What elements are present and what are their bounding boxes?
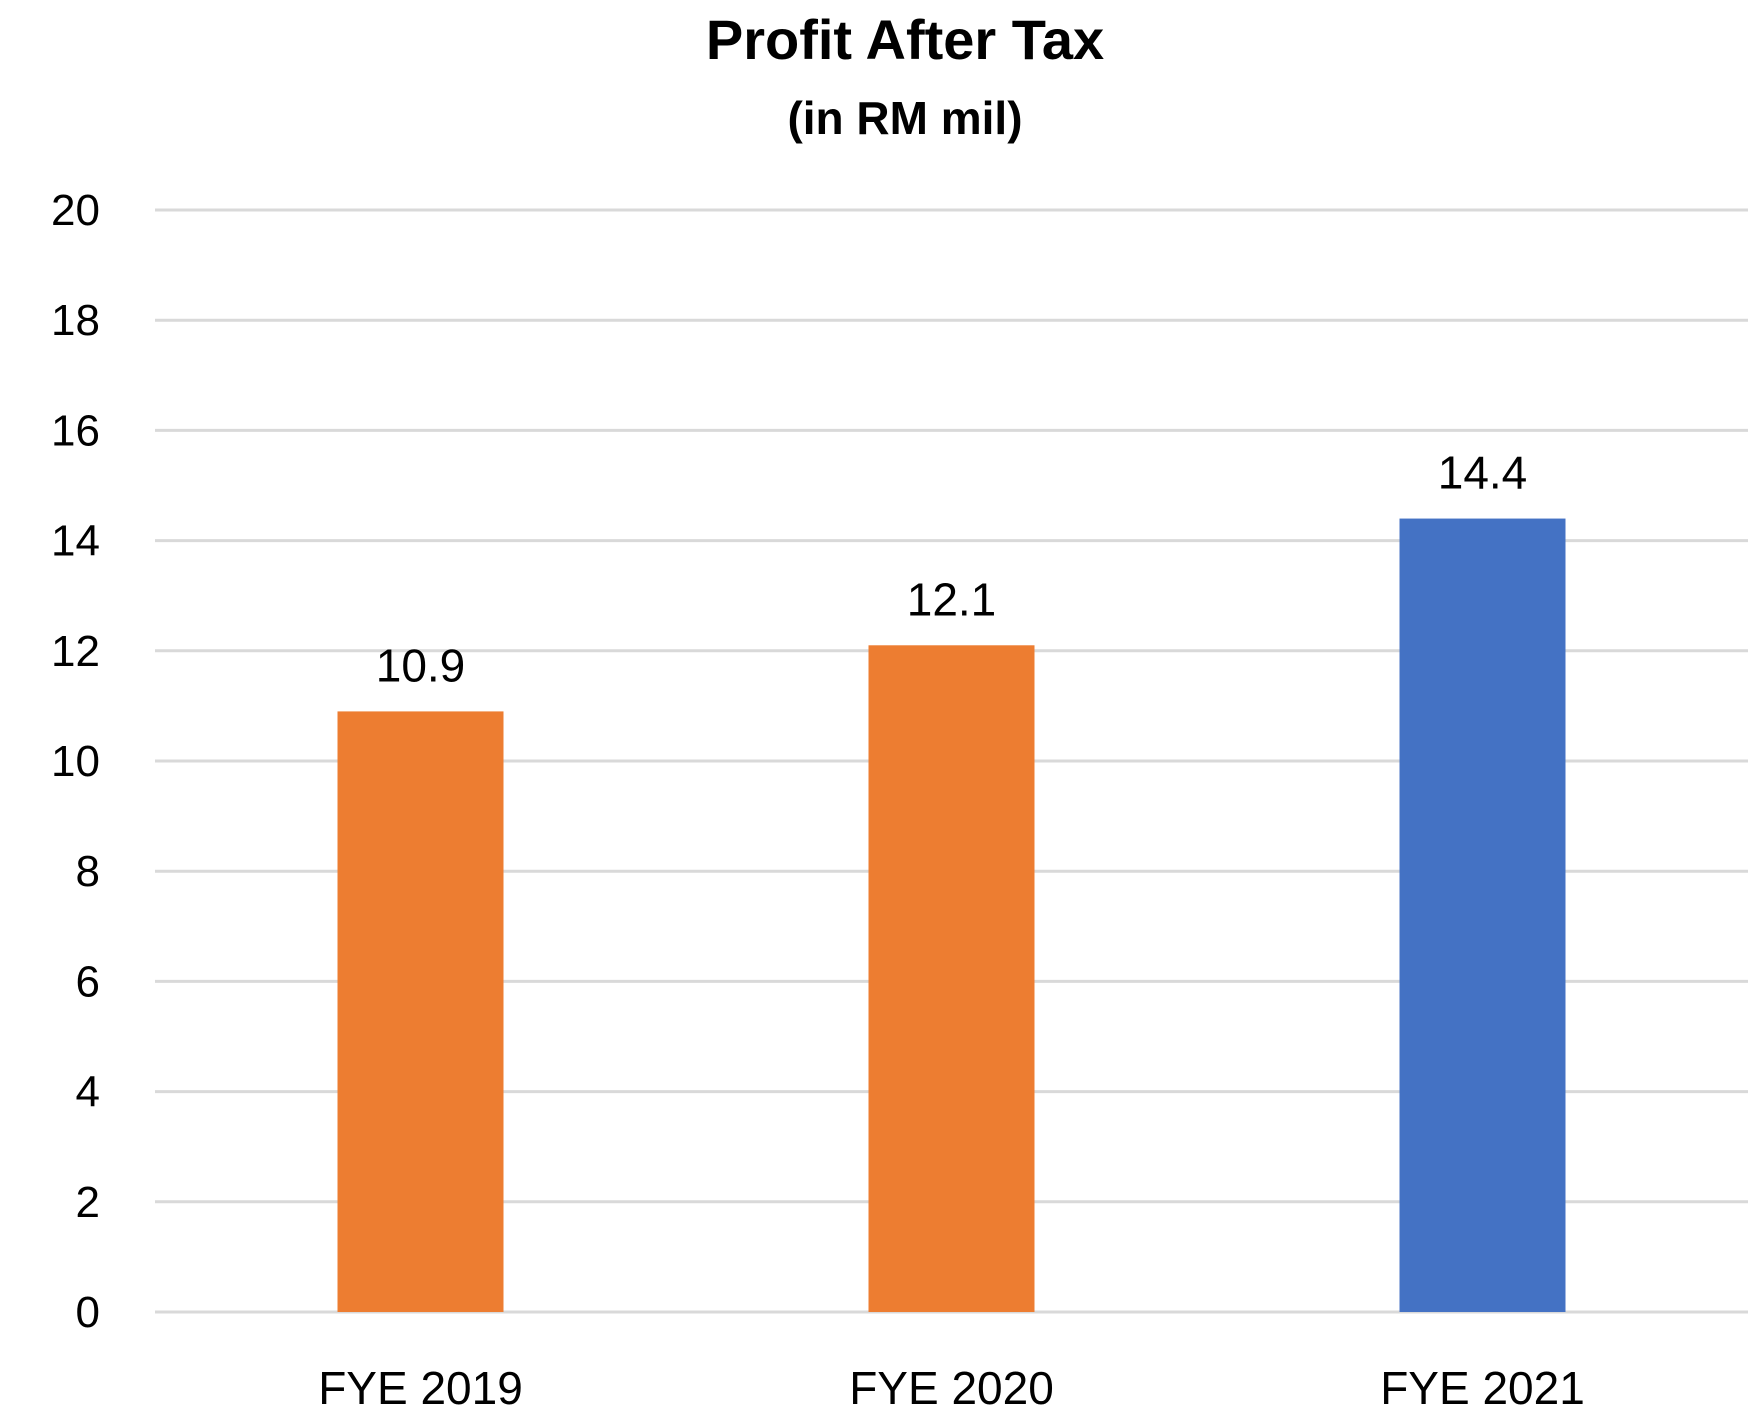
y-tick-label-10: 10 [51, 737, 100, 786]
chart-subtitle: (in RM mil) [787, 92, 1023, 144]
y-tick-label-16: 16 [51, 406, 100, 455]
y-tick-label-2: 2 [76, 1178, 100, 1227]
y-tick-label-4: 4 [76, 1068, 100, 1117]
x-axis-category-labels: FYE 2019 FYE 2020 FYE 2021 [318, 1362, 1585, 1414]
data-label-fye-2020: 12.1 [907, 573, 997, 625]
y-axis-tick-labels: 0 2 4 6 8 10 12 14 16 18 20 [51, 186, 100, 1337]
chart-title: Profit After Tax [705, 8, 1105, 71]
data-label-fye-2021: 14.4 [1438, 447, 1528, 499]
bars [337, 518, 1566, 1312]
data-labels: 10.9 12.1 14.4 [376, 447, 1528, 692]
y-tick-label-20: 20 [51, 186, 100, 235]
bar-fye-2020 [868, 645, 1035, 1312]
x-category-label-fye-2019: FYE 2019 [318, 1362, 523, 1414]
bar-fye-2019 [337, 711, 504, 1312]
y-tick-label-0: 0 [76, 1288, 100, 1337]
y-tick-label-6: 6 [76, 957, 100, 1006]
data-label-fye-2019: 10.9 [376, 639, 466, 691]
bar-fye-2021 [1399, 518, 1566, 1312]
y-tick-label-8: 8 [76, 847, 100, 896]
x-category-label-fye-2021: FYE 2021 [1380, 1362, 1585, 1414]
x-category-label-fye-2020: FYE 2020 [849, 1362, 1054, 1414]
y-tick-label-14: 14 [51, 517, 100, 566]
y-tick-label-18: 18 [51, 296, 100, 345]
y-tick-label-12: 12 [51, 627, 100, 676]
